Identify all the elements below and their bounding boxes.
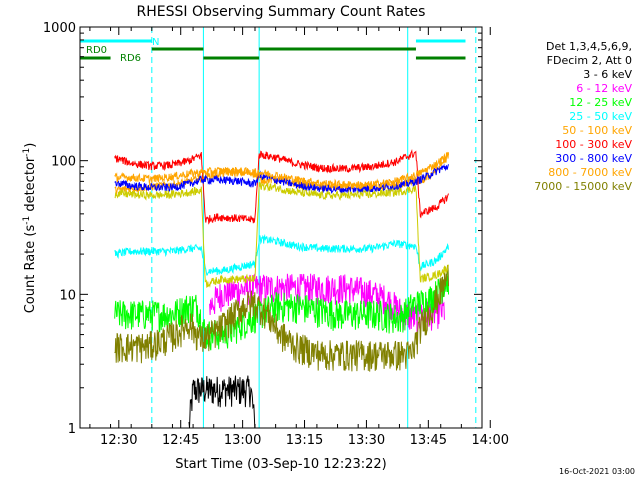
- flag-bars: [80, 39, 466, 60]
- series-line-3: [114, 233, 449, 276]
- y-label-main: Count Rate (s: [23, 225, 38, 314]
- y-tick-label-2: 100: [51, 155, 76, 170]
- flag-label-n: N: [152, 37, 159, 48]
- series-line-8: [114, 264, 449, 372]
- legend-entry-1: 6 - 12 keV: [576, 82, 632, 95]
- y-tick-label-3: 1000: [43, 21, 76, 36]
- x-tick-label-5: 13:45: [410, 433, 447, 448]
- x-tick-label-6: 14:00: [472, 433, 509, 448]
- legend-entry-2: 12 - 25 keV: [569, 96, 632, 109]
- series-line-0: [188, 375, 256, 429]
- y-label-mid: detector: [23, 156, 38, 216]
- flag-label-rd0: RD0: [86, 45, 107, 56]
- y-label-sup1: -1: [22, 216, 32, 225]
- night-lines: [79, 27, 477, 428]
- legend-entry-3: 25 - 50 keV: [569, 110, 632, 123]
- legend-entry-7: 800 - 7000 keV: [548, 166, 632, 179]
- legend-entry-8: 7000 - 15000 keV: [534, 180, 632, 193]
- legend-entry-5: 100 - 300 keV: [555, 138, 632, 151]
- series-line-9: [114, 182, 449, 288]
- legend-header-2: FDecim 2, Att 0: [547, 54, 632, 67]
- legend-entry-6: 300 - 800 keV: [555, 152, 632, 165]
- x-tick-label-2: 13:00: [224, 433, 261, 448]
- y-label-end: ): [23, 143, 38, 148]
- x-tick-label-4: 13:30: [348, 433, 385, 448]
- plot-frame: [79, 26, 483, 429]
- y-axis-label: Count Rate (s-1 detector-1): [22, 143, 38, 314]
- legend-entry-4: 50 - 100 keV: [562, 124, 632, 137]
- axis-ticks: 12:30 12:45 13:00 13:15 13:30 13:45 14:00 1 10 10…: [43, 21, 509, 448]
- series-line-2: [114, 268, 449, 351]
- x-tick-label-3: 13:15: [286, 433, 323, 448]
- legend-header-1: Det 1,3,4,5,6,9,: [546, 40, 632, 53]
- chart-title: RHESSI Observing Summary Count Rates: [137, 4, 426, 20]
- x-tick-label-0: 12:30: [100, 433, 137, 448]
- flag-label-rd6: RD6: [120, 53, 141, 64]
- footer-timestamp: 16-Oct-2021 03:00: [559, 467, 635, 476]
- series-line-6: [114, 163, 449, 194]
- y-tick-label-1: 10: [59, 288, 76, 303]
- series-line-5: [114, 148, 449, 225]
- data-series: [114, 148, 449, 429]
- x-axis-label: Start Time (03-Sep-10 12:23:22): [175, 457, 386, 472]
- y-label-sup2: -1: [22, 148, 32, 157]
- y-tick-label-0: 1: [68, 422, 76, 437]
- x-tick-label-1: 12:45: [162, 433, 199, 448]
- legend-entry-0: 3 - 6 keV: [583, 68, 632, 81]
- series-line-7: [114, 152, 449, 189]
